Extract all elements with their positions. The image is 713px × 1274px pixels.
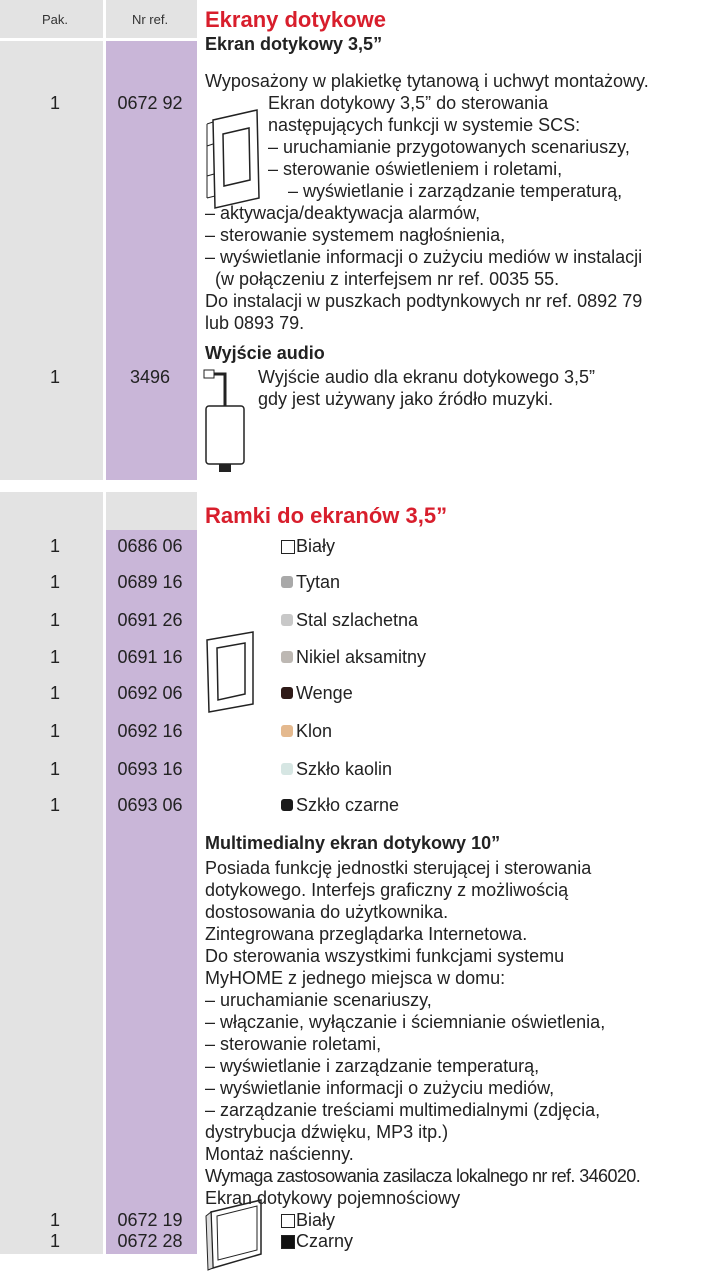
- pak: 1: [49, 610, 61, 630]
- description-line: lub 0893 79.: [205, 313, 305, 333]
- description-line: – wyświetlanie i zarządzanie temperaturą…: [205, 1056, 540, 1076]
- description-line: Ekran dotykowy pojemnościowy: [205, 1188, 461, 1208]
- description-line: Wyjście audio dla ekranu dotykowego 3,5”: [258, 367, 596, 387]
- section-title: Ramki do ekranów 3,5”: [205, 503, 448, 528]
- color-label: Nikiel aksamitny: [296, 647, 427, 667]
- description-line: Posiada funkcję jednostki sterującej i s…: [205, 858, 592, 878]
- description-line: Ekran dotykowy 3,5” do sterowania: [268, 93, 549, 113]
- color-label: Wenge: [296, 683, 353, 703]
- ref: 0692 06: [117, 683, 183, 703]
- pak: 1: [49, 1231, 61, 1251]
- description-line: Wyposażony w plakietkę tytanową i uchwyt…: [205, 71, 649, 91]
- touch-screen-icon: [206, 109, 260, 209]
- color-label: Klon: [296, 721, 333, 741]
- ref: 0689 16: [117, 572, 183, 592]
- pak: 1: [49, 367, 61, 387]
- color-label: Szkło czarne: [296, 795, 400, 815]
- description-line: – sterowanie roletami,: [205, 1034, 382, 1054]
- description-line: – włączanie, wyłączanie i ściemnianie oś…: [205, 1012, 606, 1032]
- pak: 1: [49, 1210, 61, 1230]
- color-label: Biały: [296, 536, 336, 556]
- pak: 1: [49, 536, 61, 556]
- ref: 0691 16: [117, 647, 183, 667]
- ref: 0672 92: [117, 93, 183, 113]
- color-swatch: [281, 687, 293, 699]
- header-cell: [106, 492, 197, 530]
- tablet-icon: [205, 1199, 262, 1271]
- description-line: Do sterowania wszystkimi funkcjami syste…: [205, 946, 565, 966]
- description-line: Do instalacji w puszkach podtynkowych nr…: [205, 291, 643, 311]
- description-line: – wyświetlanie i zarządzanie temperaturą…: [288, 181, 623, 201]
- color-swatch: [281, 651, 293, 663]
- color-swatch: [281, 799, 293, 811]
- frame-icon: [206, 631, 254, 713]
- description-line: dotykowego. Interfejs graficzny z możliw…: [205, 880, 569, 900]
- description-line: – wyświetlanie informacji o zużyciu medi…: [205, 247, 643, 267]
- color-swatch: [281, 614, 293, 626]
- color-swatch: [281, 540, 295, 554]
- ref: 0691 26: [117, 610, 183, 630]
- color-swatch: [281, 1214, 295, 1228]
- description-line: Montaż naścienny.: [205, 1144, 354, 1164]
- color-label: Czarny: [296, 1231, 354, 1251]
- color-label: Biały: [296, 1210, 336, 1230]
- header-cell: [106, 0, 197, 38]
- description-line: – zarządzanie treściami multimedialnymi …: [205, 1100, 601, 1120]
- ref-column: [106, 41, 197, 480]
- pak: 1: [49, 572, 61, 592]
- description-line: gdy jest używany jako źródło muzyki.: [258, 389, 554, 409]
- color-swatch: [281, 763, 293, 775]
- ref: 0692 16: [117, 721, 183, 741]
- pak: 1: [49, 647, 61, 667]
- pak: 1: [49, 795, 61, 815]
- description-line: – aktywacja/deaktywacja alarmów,: [205, 203, 481, 223]
- color-swatch: [281, 1235, 295, 1249]
- header-cell: [0, 0, 103, 38]
- description-line: Wymaga zastosowania zasilacza lokalnego …: [205, 1166, 641, 1186]
- ref: 0693 16: [117, 759, 183, 779]
- description-line: MyHOME z jednego miejsca w domu:: [205, 968, 506, 988]
- product-heading: Multimedialny ekran dotykowy 10”: [205, 833, 501, 853]
- audio-module-icon: [203, 369, 245, 472]
- ref: 0672 19: [117, 1210, 183, 1230]
- pak: 1: [49, 759, 61, 779]
- description-line: dystrybucja dźwięku, MP3 itp.): [205, 1122, 449, 1142]
- description-line: – sterowanie oświetleniem i roletami,: [268, 159, 563, 179]
- description-line: następujących funkcji w systemie SCS:: [268, 115, 581, 135]
- description-line: Zintegrowana przeglądarka Internetowa.: [205, 924, 528, 944]
- description-line: dostosowania do użytkownika.: [205, 902, 449, 922]
- ref: 0672 28: [117, 1231, 183, 1251]
- ref-column: [106, 530, 197, 1254]
- section-title: Ekrany dotykowe: [205, 7, 386, 32]
- ref: 0693 06: [117, 795, 183, 815]
- color-swatch: [281, 725, 293, 737]
- description-line: – uruchamianie scenariuszy,: [205, 990, 432, 1010]
- color-label: Tytan: [296, 572, 341, 592]
- color-label: Szkło kaolin: [296, 759, 393, 779]
- pak: 1: [49, 721, 61, 741]
- ref: 3496: [129, 367, 171, 387]
- description-line: (w połączeniu z interfejsem nr ref. 0035…: [215, 269, 560, 289]
- description-line: – sterowanie systemem nagłośnienia,: [205, 225, 506, 245]
- pak-column: [0, 41, 103, 480]
- product-heading: Ekran dotykowy 3,5”: [205, 34, 383, 54]
- color-swatch: [281, 576, 293, 588]
- color-label: Stal szlachetna: [296, 610, 419, 630]
- description-line: – uruchamianie przygotowanych scenariusz…: [268, 137, 630, 157]
- pak: 1: [49, 683, 61, 703]
- product-heading: Wyjście audio: [205, 343, 325, 363]
- column-header: Pak.: [41, 12, 69, 27]
- pak: 1: [49, 93, 61, 113]
- pak-column: [0, 492, 103, 1254]
- ref: 0686 06: [117, 536, 183, 556]
- description-line: – wyświetlanie informacji o zużyciu medi…: [205, 1078, 555, 1098]
- column-header: Nr ref.: [131, 12, 169, 27]
